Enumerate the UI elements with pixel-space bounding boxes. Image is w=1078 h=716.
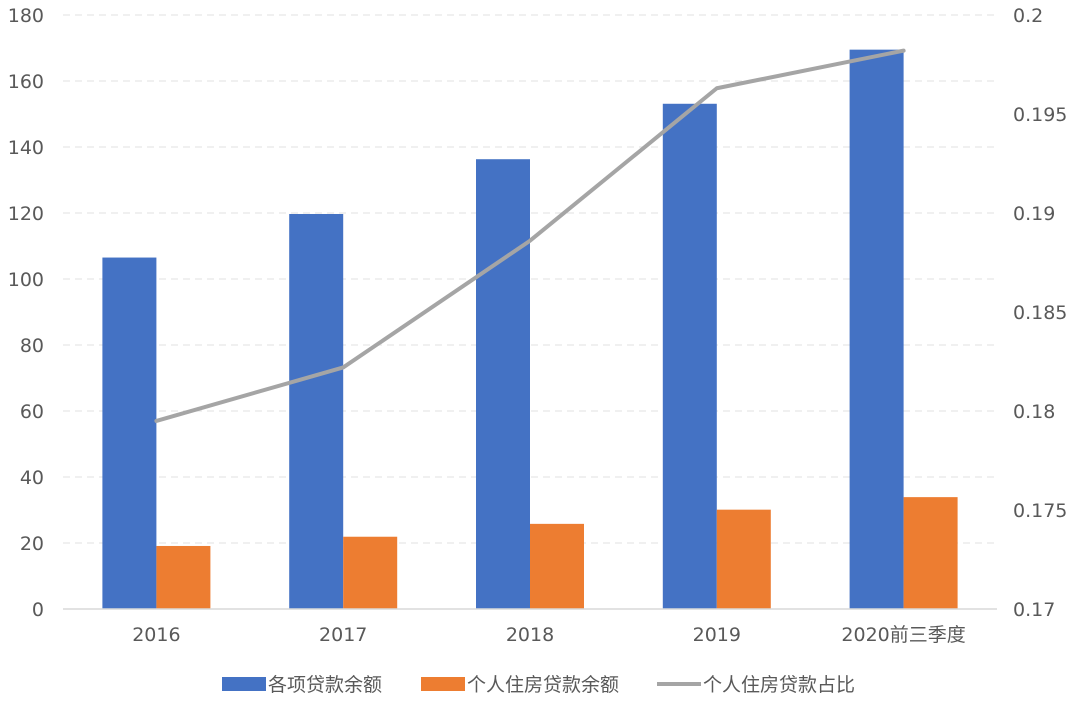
x-axis-tick-label: 2017	[319, 624, 367, 646]
left-axis-tick-label: 0	[32, 599, 44, 621]
bar-total-loans	[476, 159, 530, 609]
right-axis-tick-label: 0.18	[1013, 401, 1055, 423]
legend-label: 个人住房贷款占比	[703, 674, 855, 696]
left-axis-tick-label: 100	[8, 269, 44, 291]
left-axis-tick-label: 40	[20, 467, 44, 489]
bar-total-loans	[289, 214, 343, 609]
left-axis-tick-label: 80	[20, 335, 44, 357]
left-axis-tick-label: 20	[20, 533, 44, 555]
right-axis-tick-label: 0.17	[1013, 599, 1055, 621]
left-axis-tick-label: 60	[20, 401, 44, 423]
legend-item: 各项贷款余额	[222, 674, 382, 696]
legend-item: 个人住房贷款占比	[657, 674, 855, 696]
left-axis-tick-label: 160	[8, 71, 44, 93]
left-axis-tick-label: 180	[8, 5, 44, 27]
left-axis-tick-label: 140	[8, 137, 44, 159]
bar-total-loans	[850, 50, 904, 609]
left-axis-ticks: 0 20 40 60 80 100 120 140 160 180	[8, 5, 44, 621]
bar-housing-loans	[156, 546, 210, 609]
bar-housing-loans	[904, 497, 958, 609]
right-axis-tick-label: 0.185	[1013, 302, 1067, 324]
right-axis-tick-label: 0.195	[1013, 104, 1067, 126]
x-axis-tick-label: 2018	[506, 624, 554, 646]
bar-total-loans	[102, 258, 156, 609]
x-axis-tick-label: 2020前三季度	[841, 624, 965, 646]
x-axis-tick-label: 2019	[693, 624, 741, 646]
bar-housing-loans	[530, 524, 584, 609]
bar-total-loans	[663, 104, 717, 609]
right-axis-tick-label: 0.19	[1013, 203, 1055, 225]
right-axis-tick-label: 0.2	[1013, 5, 1043, 27]
bar-housing-loans	[343, 537, 397, 609]
right-axis-tick-label: 0.175	[1013, 500, 1067, 522]
right-axis-ticks: 0.17 0.175 0.18 0.185 0.19 0.195 0.2	[1013, 5, 1067, 621]
x-axis-tick-label: 2016	[132, 624, 180, 646]
legend-swatch	[222, 677, 266, 691]
x-axis: 2016 2017 2018 2019 2020前三季度	[63, 609, 997, 646]
left-axis-tick-label: 120	[8, 203, 44, 225]
legend-label: 个人住房贷款余额	[467, 674, 619, 696]
bar-housing-loans	[717, 510, 771, 609]
legend: 各项贷款余额 个人住房贷款余额 个人住房贷款占比	[222, 674, 855, 696]
legend-swatch	[421, 677, 465, 691]
legend-label: 各项贷款余额	[268, 674, 382, 696]
bars	[102, 50, 957, 609]
legend-item: 个人住房贷款余额	[421, 674, 619, 696]
